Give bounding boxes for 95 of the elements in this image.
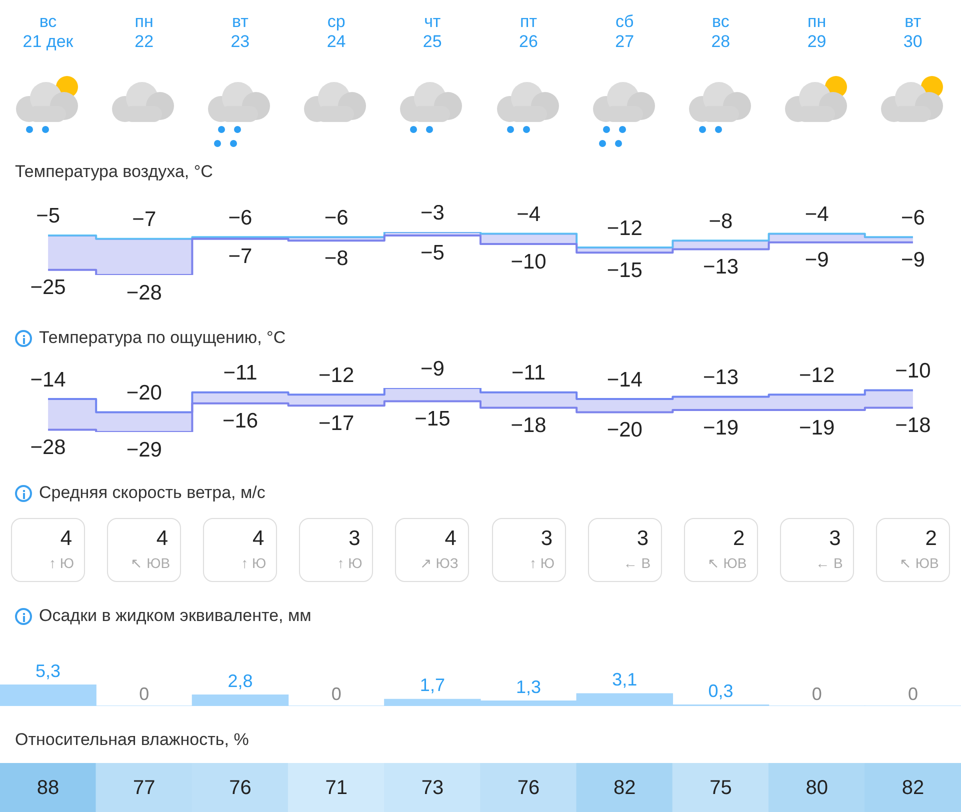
chart-title: Относительная влажность, %: [15, 730, 249, 750]
data-label: −3: [420, 201, 444, 224]
category-label: ↑ Ю: [529, 555, 554, 571]
data-label: 88: [36, 777, 60, 800]
data-label: −10: [895, 359, 931, 382]
data-label: −6: [228, 206, 252, 230]
category-label: ↖ ЮВ: [900, 555, 939, 571]
data-label: 73: [421, 777, 444, 800]
data-label: 3,1: [612, 670, 638, 690]
data-label: 76: [517, 777, 540, 800]
data-label: −14: [606, 368, 643, 392]
data-label: −15: [414, 407, 450, 430]
data-label: −9: [900, 248, 925, 272]
data-label: −14: [30, 368, 66, 392]
data-label: −12: [799, 364, 835, 387]
chart-title: Температура по ощущению, °C: [39, 328, 286, 348]
data-label: −19: [702, 416, 739, 440]
x-tick-label: вс 28: [710, 12, 732, 52]
data-label: −6: [324, 206, 348, 230]
category-label: ↑ Ю: [337, 555, 362, 571]
data-label: 5,3: [36, 660, 61, 681]
x-tick-label: вт 23: [230, 12, 251, 52]
data-label: 1,7: [420, 675, 445, 696]
category-label: ↑ Ю: [241, 555, 266, 571]
category-label: ↑ Ю: [48, 555, 74, 571]
data-label: 2: [733, 527, 745, 551]
data-label: 3: [829, 527, 841, 551]
data-label: 0,3: [708, 680, 734, 701]
x-tick-label: вт 30: [902, 12, 924, 52]
data-label: −28: [30, 436, 66, 460]
data-label: −20: [126, 381, 162, 404]
category-label: ← В: [816, 555, 843, 571]
data-label: −8: [708, 210, 733, 233]
data-label: −17: [318, 412, 354, 435]
x-tick-label: пн 22: [134, 12, 155, 52]
data-label: −7: [228, 245, 252, 268]
data-label: −13: [702, 255, 739, 278]
data-label: 0: [139, 684, 150, 704]
data-label: −4: [804, 203, 830, 226]
data-label: 3: [348, 527, 360, 551]
x-tick-label: чт 25: [422, 12, 443, 52]
data-label: −5: [36, 204, 60, 228]
data-label: −25: [30, 276, 66, 300]
category-label: ← В: [623, 555, 651, 571]
data-label: −5: [420, 242, 444, 265]
category-label: ↖ ЮВ: [130, 555, 170, 571]
data-label: 4: [252, 527, 264, 551]
data-label: −20: [606, 418, 642, 442]
data-label: 3: [636, 527, 649, 551]
data-label: 4: [444, 527, 456, 551]
data-label: −18: [895, 414, 931, 438]
data-label: 4: [156, 527, 168, 551]
data-label: 80: [806, 777, 828, 800]
category-label: ↗ ЮЗ: [420, 555, 458, 571]
data-label: 0: [812, 684, 822, 704]
chart-title: Температура воздуха, °C: [15, 162, 213, 182]
category-label: ↖ ЮВ: [707, 555, 747, 571]
data-label: 71: [325, 777, 348, 800]
data-label: 82: [614, 777, 636, 800]
data-label: 82: [902, 777, 924, 800]
text: Средняя скорость ветра, м/с: [39, 483, 266, 503]
data-label: −11: [223, 362, 258, 385]
data-label: −15: [606, 258, 642, 282]
x-tick-label: пт 26: [518, 12, 539, 52]
data-label: 4: [60, 527, 72, 551]
data-label: −29: [126, 438, 162, 462]
data-label: 2: [925, 527, 937, 551]
data-label: −4: [516, 203, 541, 226]
data-label: −6: [900, 206, 925, 230]
data-label: 75: [710, 777, 732, 800]
data-label: −28: [126, 281, 162, 304]
x-tick-label: ср 24: [326, 12, 347, 52]
x-tick-label: пн 29: [806, 12, 828, 52]
data-label: −9: [420, 357, 444, 380]
data-label: −10: [510, 250, 546, 274]
data-label: 1,3: [516, 676, 542, 697]
data-label: −7: [132, 208, 156, 232]
data-label: −12: [318, 364, 354, 387]
data-label: −13: [702, 366, 739, 390]
x-tick-label: вс 21 дек: [22, 12, 74, 52]
data-label: −19: [799, 416, 835, 440]
data-label: 3: [540, 527, 552, 551]
data-label: 2,8: [228, 670, 253, 691]
x-tick-label: сб 27: [614, 12, 636, 52]
data-label: −8: [324, 246, 348, 270]
data-label: −18: [510, 414, 546, 438]
data-label: 77: [133, 777, 156, 800]
data-label: −16: [222, 410, 258, 433]
data-label: −9: [804, 248, 829, 272]
data-label: 0: [908, 684, 918, 704]
data-label: −12: [606, 216, 642, 240]
chart-title: Осадки в жидком эквиваленте, мм: [39, 606, 312, 626]
data-label: −11: [512, 362, 546, 385]
data-label: 0: [331, 684, 342, 704]
data-label: 76: [229, 777, 252, 800]
